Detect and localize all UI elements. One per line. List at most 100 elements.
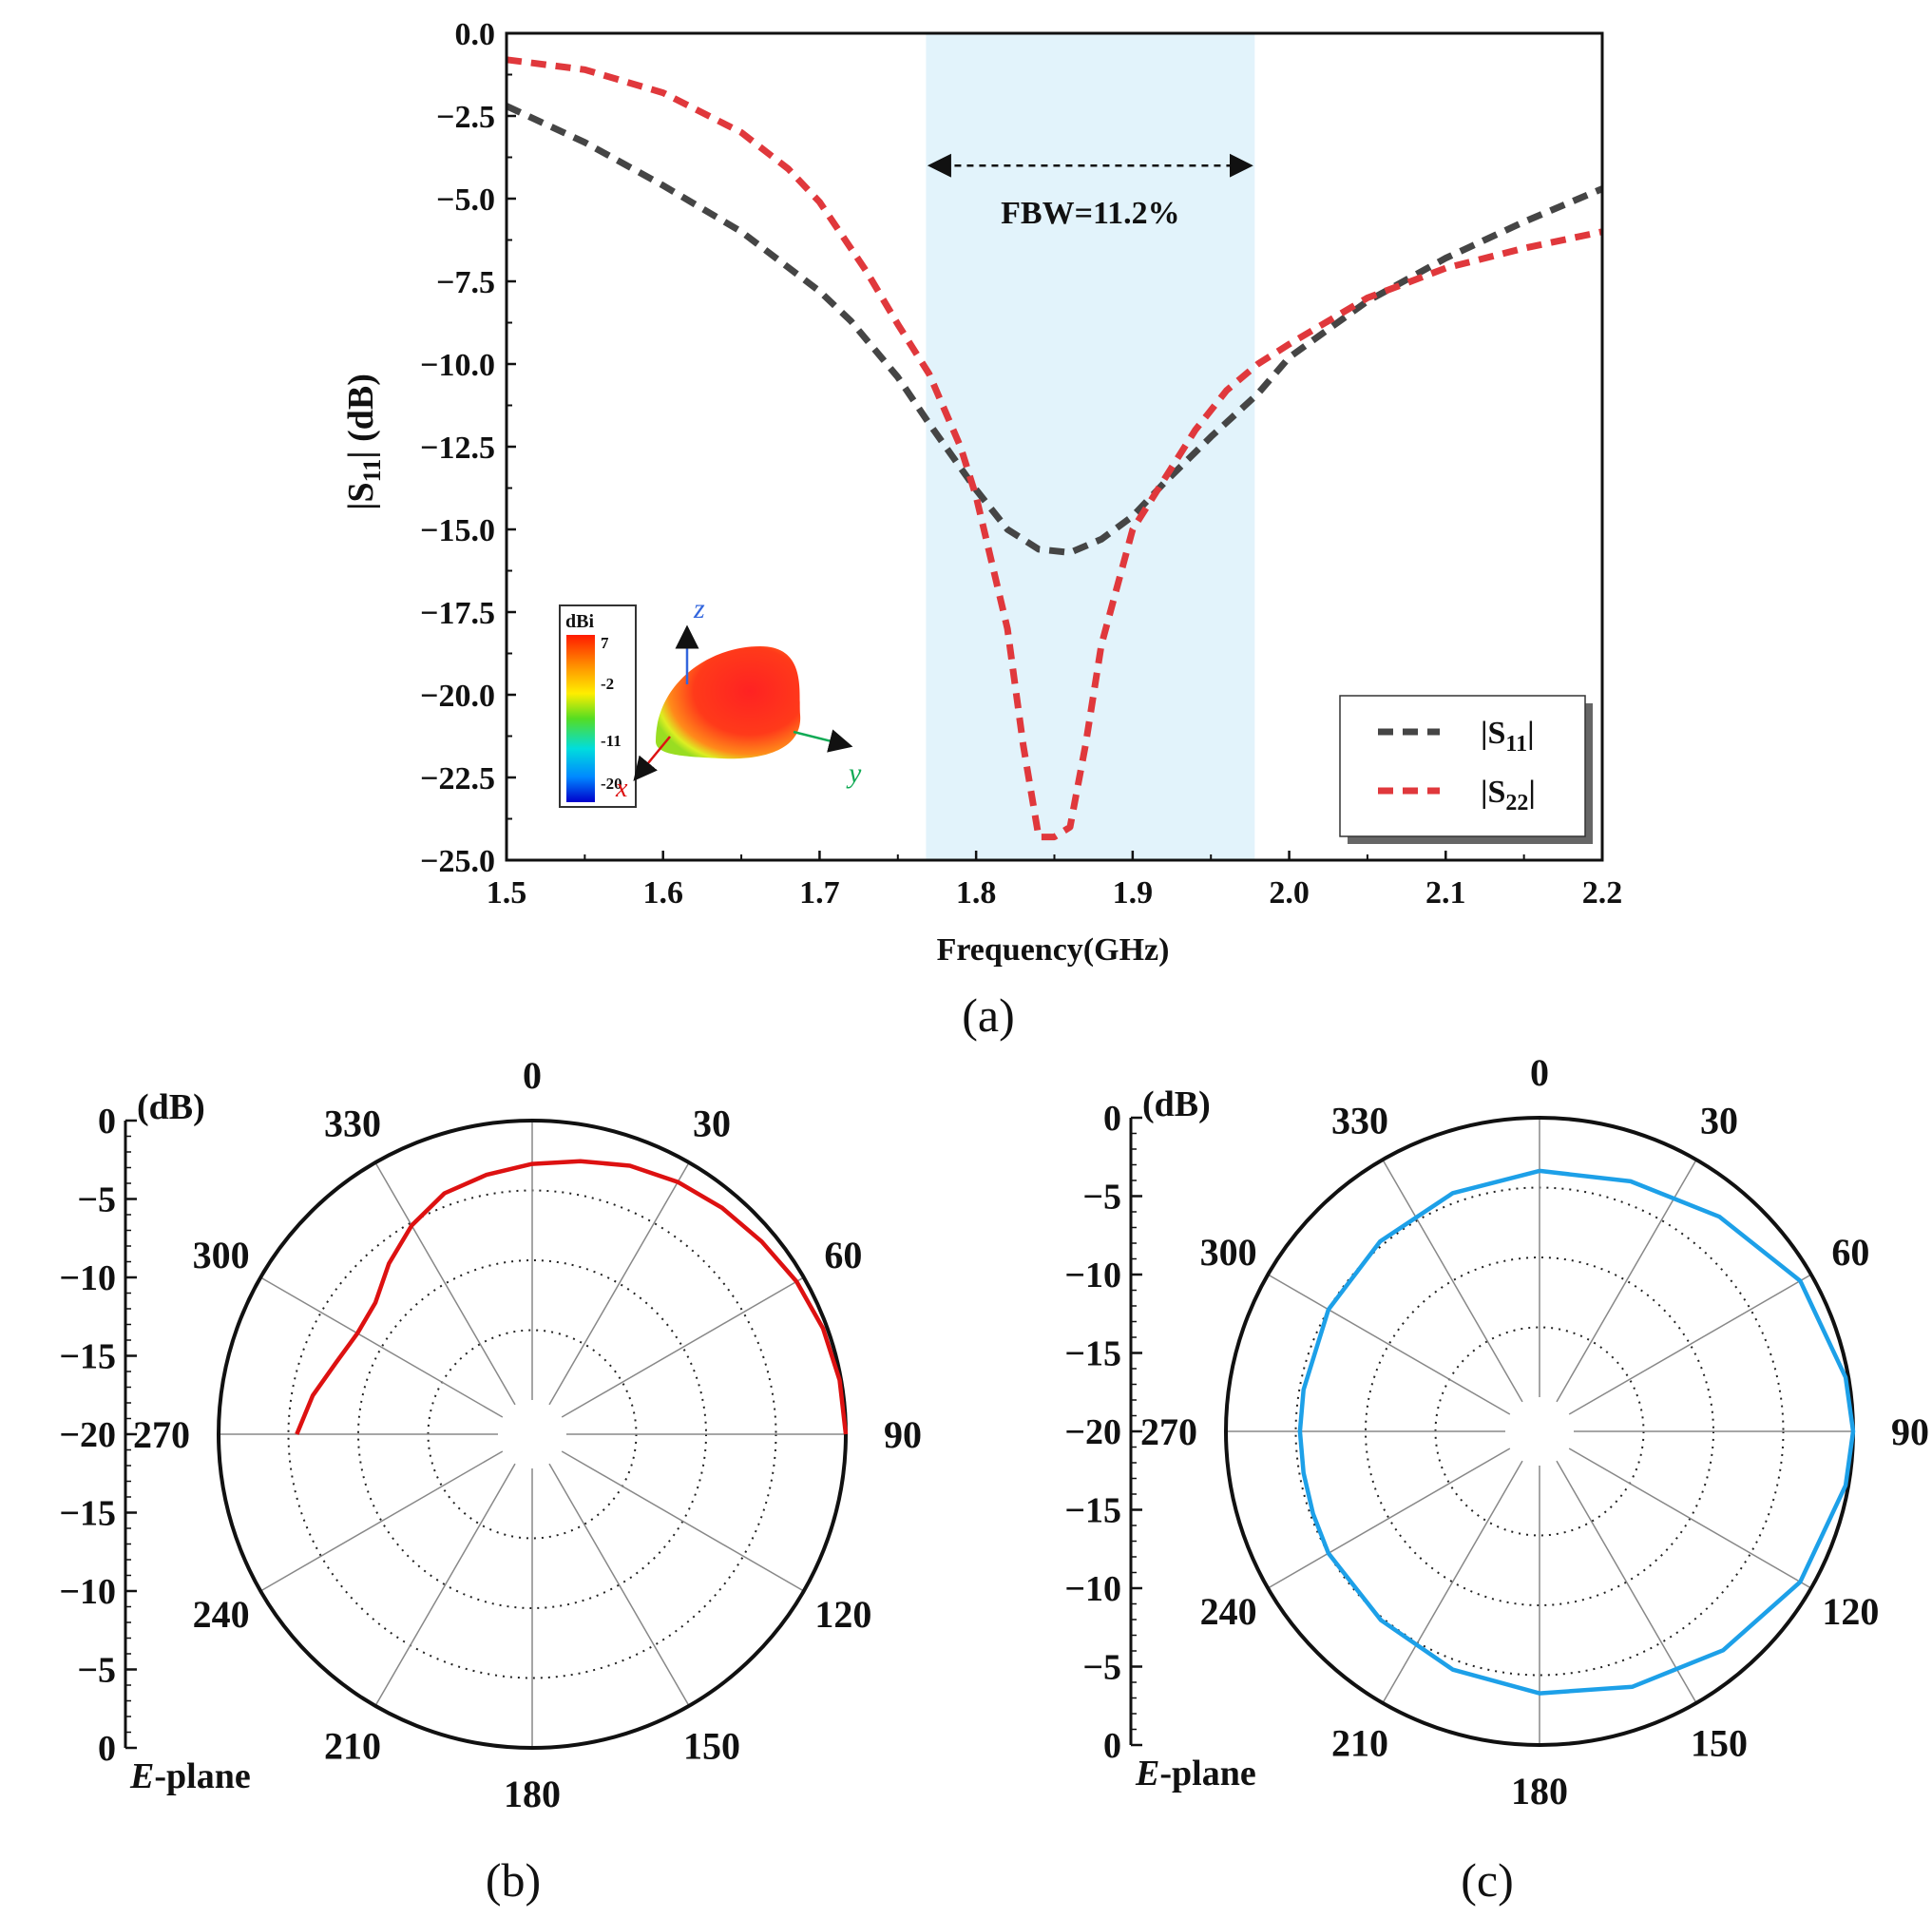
colorbar-tick: -11	[601, 732, 622, 750]
z-axis-label: z	[693, 593, 705, 624]
y-tick-label: −5.0	[436, 182, 495, 218]
y-tick-label: 0.0	[455, 17, 496, 52]
y-tick-label: −17.5	[420, 596, 495, 631]
angular-grid-spoke	[1568, 1448, 1812, 1589]
radial-scale-label: −5	[77, 1651, 116, 1691]
angle-label: 150	[683, 1724, 740, 1767]
radial-unit-label: (dB)	[137, 1087, 205, 1127]
radiation-pattern-inset: dBi 7 -2 -11 -20 z y x	[559, 593, 862, 808]
legend: |S11| |S22|	[1339, 695, 1593, 844]
y-axis-title: |S11| (dB)	[341, 374, 386, 510]
angular-grid-spoke	[1568, 1274, 1812, 1415]
angular-grid-spoke	[259, 1276, 504, 1418]
y-tick-label: −7.5	[436, 265, 495, 300]
radiation-pattern-curve	[295, 1159, 849, 1435]
angle-label: 30	[1700, 1100, 1738, 1142]
y-tick-label: −10.0	[420, 348, 495, 383]
radial-scale-label: −10	[59, 1572, 116, 1612]
angular-grid-spoke	[374, 1161, 516, 1406]
x-tick-label: 1.8	[956, 875, 997, 911]
angle-label: 300	[1200, 1231, 1257, 1274]
x-tick-label: 1.9	[1113, 875, 1154, 911]
x-tick-label: 1.7	[799, 875, 840, 911]
angular-grid-spoke	[548, 1463, 690, 1707]
angle-label: 60	[1831, 1231, 1869, 1274]
angle-label: 240	[1200, 1590, 1257, 1633]
x-axis-label: x	[615, 774, 628, 803]
angle-label: 300	[193, 1234, 250, 1276]
y-tick-label: −15.0	[420, 513, 495, 548]
series-line-s11	[505, 103, 1604, 556]
radial-scale-label: −5	[1082, 1648, 1121, 1688]
angle-label: 0	[1530, 1051, 1549, 1094]
x-axis-arrow	[633, 736, 671, 781]
radial-scale-label: −20	[1064, 1412, 1121, 1452]
colorbar-tick: -2	[601, 675, 614, 693]
angle-label: 150	[1691, 1721, 1748, 1764]
radial-scale-label: −10	[1064, 1256, 1121, 1295]
radial-scale-label: 0	[1103, 1099, 1121, 1139]
x-tick-label: 1.5	[487, 875, 527, 911]
angle-label: 0	[523, 1054, 542, 1097]
angular-grid-spoke	[1382, 1460, 1523, 1704]
angular-grid-spoke	[1267, 1448, 1511, 1589]
radial-scale-label: 0	[98, 1729, 116, 1769]
plane-label: E-plane	[129, 1756, 251, 1796]
angular-grid-spoke	[1267, 1274, 1511, 1415]
angular-grid-spoke	[561, 1276, 805, 1418]
y-tick-label: −2.5	[436, 100, 495, 135]
angle-label: 180	[504, 1773, 561, 1815]
y-tick-label: −12.5	[420, 431, 495, 466]
radial-scale-label: −5	[77, 1180, 116, 1220]
angle-label: 270	[133, 1413, 190, 1456]
colorbar	[566, 635, 595, 802]
bandwidth-band	[926, 33, 1255, 860]
radial-scale-label: −15	[1064, 1491, 1121, 1531]
x-tick-label: 2.1	[1425, 875, 1466, 911]
angular-grid-spoke	[1382, 1159, 1523, 1403]
radial-scale-label: −15	[1064, 1334, 1121, 1374]
radial-scale-label: −10	[1064, 1569, 1121, 1609]
x-tick-label: 1.6	[642, 875, 683, 911]
angular-grid-spoke	[374, 1463, 516, 1707]
angle-label: 210	[324, 1724, 381, 1767]
colorbar-title: dBi	[565, 611, 594, 632]
y-tick-label: −22.5	[420, 761, 495, 796]
angular-grid-spoke	[1556, 1460, 1697, 1704]
x-tick-label: 2.0	[1269, 875, 1310, 911]
panel-label-a: (a)	[962, 988, 1015, 1042]
colorbar-tick-max: 7	[601, 634, 609, 652]
y-axis-label: y	[846, 758, 862, 789]
angle-label: 60	[824, 1234, 862, 1276]
plane-label: E-plane	[1135, 1754, 1256, 1793]
angular-grid-spoke	[259, 1450, 504, 1592]
angle-label: 270	[1140, 1410, 1197, 1453]
angle-label: 90	[884, 1413, 922, 1456]
fbw-annotation: FBW=11.2%	[1001, 196, 1179, 231]
angle-label: 330	[1331, 1100, 1388, 1142]
panel-label-c: (c)	[1461, 1853, 1514, 1907]
angle-label: 30	[693, 1103, 731, 1145]
series-line-s22	[506, 56, 1603, 841]
radiation-pattern-curve	[1297, 1168, 1856, 1696]
radial-scale-label: −15	[59, 1337, 116, 1377]
angle-label: 330	[324, 1103, 381, 1145]
y-tick-label: −20.0	[420, 679, 495, 714]
angular-grid-spoke	[1556, 1159, 1697, 1403]
radial-scale-label: 0	[1103, 1726, 1121, 1766]
angle-label: 120	[814, 1593, 871, 1636]
angle-label: 90	[1891, 1410, 1929, 1453]
y-tick-label: −25.0	[420, 844, 495, 879]
x-tick-label: 2.2	[1582, 875, 1623, 911]
x-axis-title: Frequency(GHz)	[937, 932, 1170, 968]
angle-label: 120	[1822, 1590, 1879, 1633]
polar-chart-b: 0 30 60 90 120 150 180 210 240 270 300 330 0 −5 −10 −15…	[59, 1054, 922, 1815]
angular-grid-spoke	[561, 1450, 805, 1592]
colorbar-tick-min: -20	[601, 775, 622, 793]
polar-chart-c: 0 30 60 90 120 150 180 210 240 270 300 330 0 −5 −10 −15…	[1064, 1051, 1929, 1813]
y-axis-arrow	[793, 729, 853, 753]
radial-scale-label: −20	[59, 1415, 116, 1455]
panel-label-b: (b)	[486, 1853, 541, 1907]
angle-label: 210	[1331, 1721, 1388, 1764]
